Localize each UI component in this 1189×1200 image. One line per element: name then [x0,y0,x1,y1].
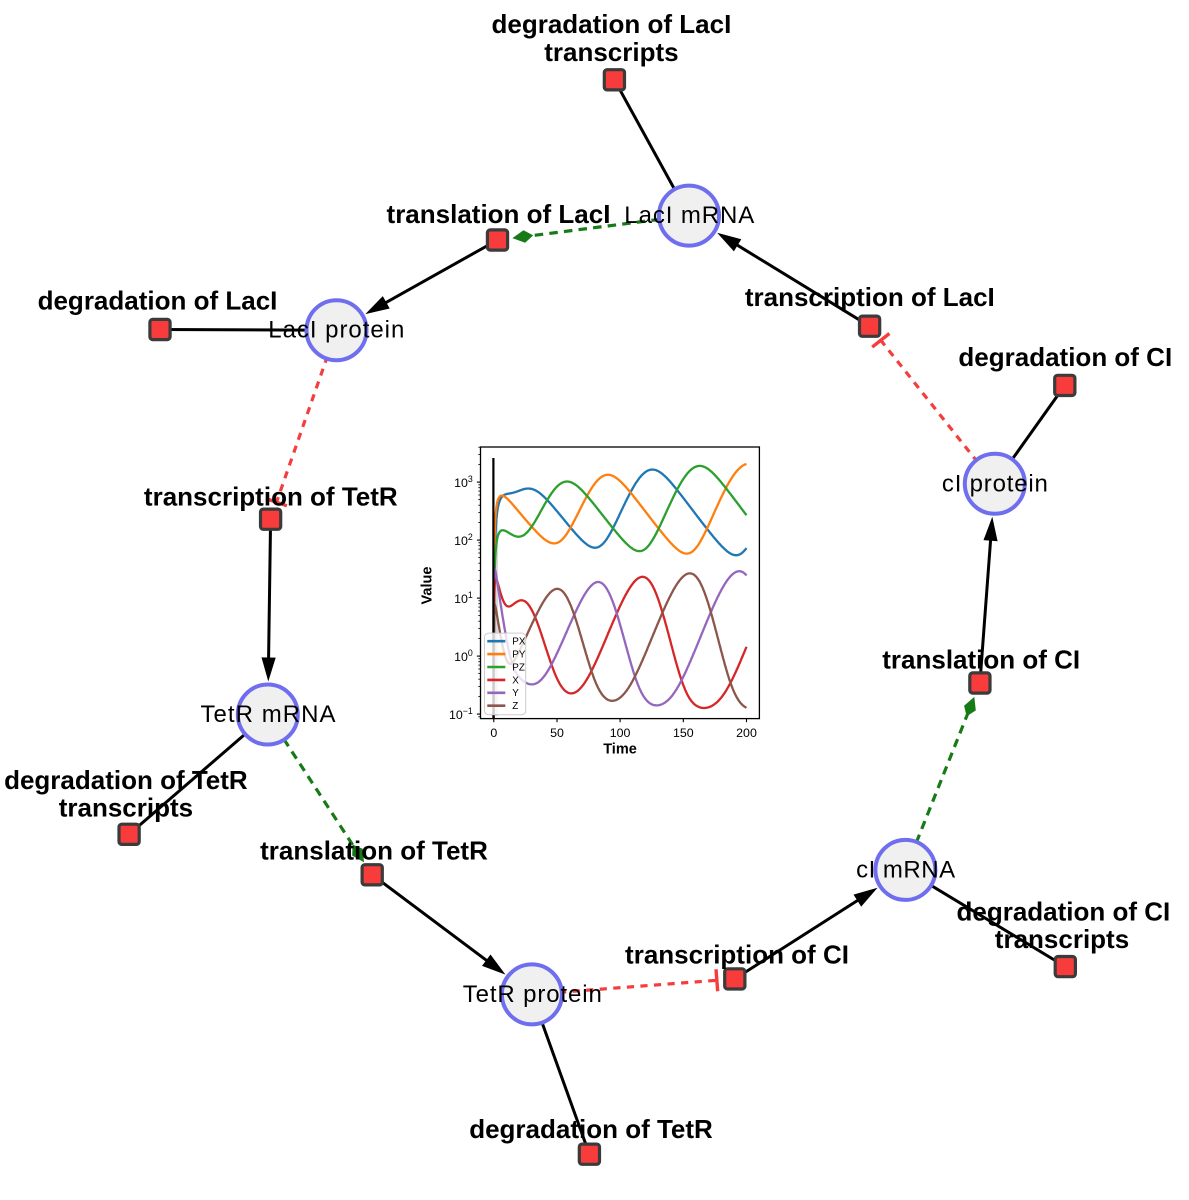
svg-text:100: 100 [454,648,473,664]
svg-text:degradation of LacI: degradation of LacI [38,285,278,315]
svg-text:10−1: 10−1 [449,706,473,722]
svg-text:103: 103 [454,474,473,490]
svg-text:translation of CI: translation of CI [882,644,1080,674]
svg-text:degradation of CI: degradation of CI [958,342,1172,372]
svg-text:degradation of CI: degradation of CI [957,896,1171,926]
svg-text:0: 0 [490,726,497,740]
svg-text:translation of LacI: translation of LacI [387,199,611,229]
svg-text:200: 200 [736,726,757,740]
svg-text:101: 101 [454,590,473,606]
svg-text:X: X [512,675,519,686]
svg-text:transcription of LacI: transcription of LacI [745,282,995,312]
svg-text:100: 100 [610,726,631,740]
svg-text:Time: Time [603,742,637,758]
svg-text:transcription of TetR: transcription of TetR [144,481,398,511]
svg-text:LacI protein: LacI protein [268,317,404,344]
svg-text:degradation of TetR: degradation of TetR [469,1114,713,1144]
svg-text:PX: PX [512,637,526,648]
svg-text:PZ: PZ [512,662,525,673]
svg-text:Value: Value [420,567,436,605]
svg-text:cI mRNA: cI mRNA [856,857,955,884]
svg-text:TetR mRNA: TetR mRNA [201,701,336,728]
svg-text:translation of TetR: translation of TetR [260,836,488,866]
svg-text:transcription of CI: transcription of CI [625,940,849,970]
svg-text:PY: PY [512,650,526,661]
svg-text:transcripts: transcripts [59,793,193,823]
svg-text:Y: Y [512,688,519,699]
svg-text:150: 150 [673,726,694,740]
svg-text:transcripts: transcripts [544,37,678,67]
svg-text:degradation of LacI: degradation of LacI [491,9,731,39]
svg-text:LacI mRNA: LacI mRNA [624,202,754,229]
svg-text:cI protein: cI protein [942,471,1048,498]
svg-text:TetR protein: TetR protein [463,981,602,1008]
svg-text:degradation of TetR: degradation of TetR [4,765,248,795]
svg-text:50: 50 [550,726,564,740]
svg-text:transcripts: transcripts [995,924,1129,954]
svg-text:102: 102 [454,532,473,548]
svg-text:Z: Z [512,701,518,712]
